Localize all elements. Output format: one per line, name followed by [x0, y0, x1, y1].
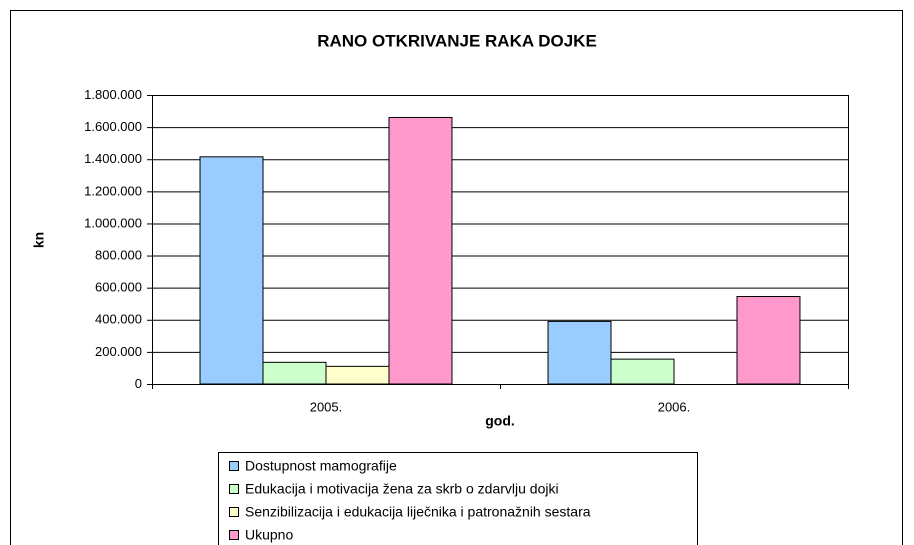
- y-tick-label: 400.000: [95, 312, 142, 327]
- legend-label: Ukupno: [245, 527, 293, 543]
- bar: [610, 358, 675, 385]
- y-tick-label: 600.000: [95, 280, 142, 295]
- legend-label: Senzibilizacija i edukacija liječnika i …: [245, 504, 591, 520]
- bar: [547, 320, 612, 385]
- legend-swatch: [229, 507, 239, 517]
- y-tick-label: 1.200.000: [84, 183, 142, 198]
- y-tick-label: 1.600.000: [84, 119, 142, 134]
- bar: [262, 361, 327, 385]
- legend-label: Dostupnost mamografije: [245, 458, 397, 474]
- y-axis-label: kn: [31, 232, 47, 248]
- bar: [199, 156, 264, 385]
- bar: [388, 116, 453, 385]
- y-tick-label: 1.000.000: [84, 215, 142, 230]
- y-tick-label: 800.000: [95, 247, 142, 262]
- legend-swatch: [229, 484, 239, 494]
- legend-swatch: [229, 530, 239, 540]
- legend-label: Edukacija i motivacija žena za skrb o zd…: [245, 481, 559, 497]
- y-tick-label: 0: [135, 376, 142, 391]
- chart-title: RANO OTKRIVANJE RAKA DOJKE: [317, 31, 597, 50]
- x-tick-label: 2005.: [310, 399, 343, 414]
- y-tick-label: 200.000: [95, 344, 142, 359]
- bar: [325, 365, 390, 385]
- legend-box: [218, 452, 698, 545]
- y-tick-label: 1.800.000: [84, 87, 142, 102]
- y-tick-label: 1.400.000: [84, 151, 142, 166]
- bar: [736, 295, 801, 385]
- legend-swatch: [229, 461, 239, 471]
- x-axis-label: god.: [485, 413, 515, 429]
- x-tick-label: 2006.: [658, 399, 691, 414]
